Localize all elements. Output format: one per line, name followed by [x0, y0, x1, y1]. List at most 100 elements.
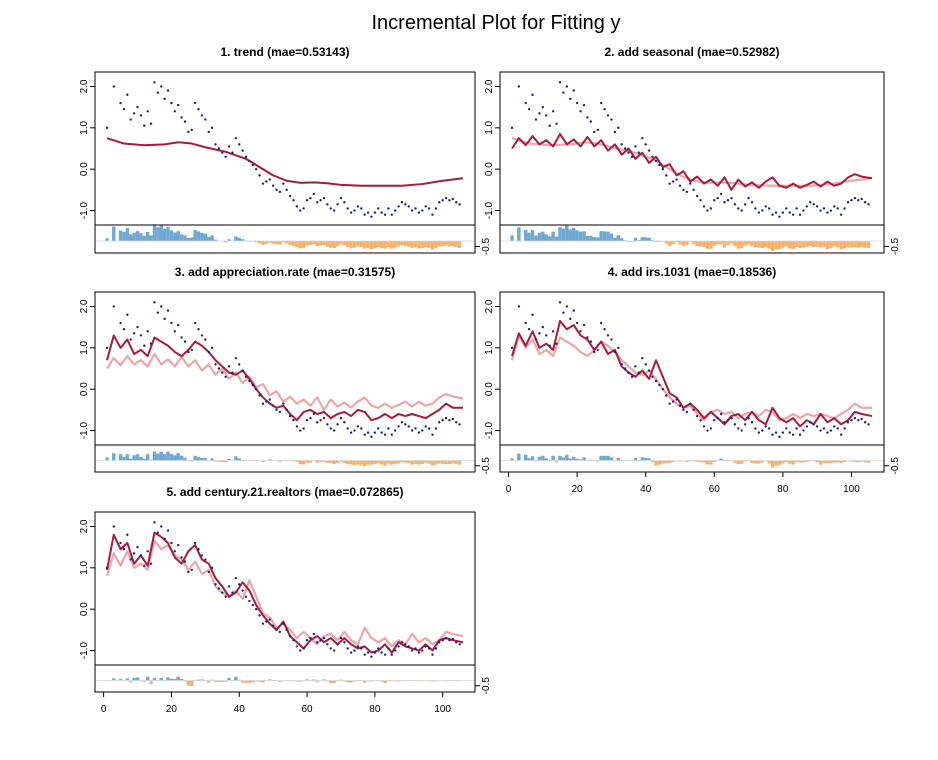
observed-point	[299, 429, 302, 432]
residual-bar	[125, 227, 130, 241]
observed-point	[400, 201, 404, 204]
observed-point	[647, 149, 651, 152]
observed-point	[160, 525, 163, 528]
residual-bar	[145, 676, 150, 681]
observed-point	[146, 550, 149, 553]
panel-title: 1. trend (mae=0.53143)	[220, 45, 349, 59]
observed-points	[510, 301, 870, 438]
residual-bar	[668, 460, 672, 464]
panel-4: 4. add irs.1031 (mae=0.18536) -1.0 0.0 1.0 2…	[484, 265, 901, 495]
residual-bar	[386, 460, 391, 464]
observed-point	[146, 330, 149, 333]
residual-bar	[757, 460, 761, 464]
observed-point	[139, 334, 143, 337]
residual-bar	[527, 458, 531, 461]
residual-bar	[856, 241, 860, 248]
residual-bar	[544, 234, 548, 241]
residual-bar	[633, 237, 638, 241]
observed-point	[833, 425, 836, 428]
residual-bar	[440, 460, 445, 464]
observed-points	[105, 521, 461, 658]
residual-bar	[712, 241, 716, 246]
residual-bar	[681, 241, 686, 246]
observed-point	[377, 427, 380, 430]
observed-point	[699, 418, 702, 422]
residual-bar	[183, 457, 187, 461]
observed-point	[798, 433, 802, 436]
residual-bar	[274, 241, 279, 245]
residual-bar	[159, 225, 163, 241]
observed-point	[410, 649, 414, 652]
residual-bar	[356, 241, 360, 247]
observed-point	[126, 313, 129, 316]
residual-bar	[196, 231, 201, 241]
residual-bar	[698, 460, 703, 463]
residual-bar	[630, 241, 634, 242]
residual-bar	[451, 460, 455, 464]
residual-bar	[578, 231, 583, 241]
observed-point	[623, 367, 627, 370]
residual-bar	[379, 680, 384, 682]
observed-point	[586, 336, 589, 339]
previous-fit-line	[510, 334, 872, 422]
observed-point	[441, 198, 444, 202]
observed-point	[427, 207, 431, 210]
residual-bar	[349, 241, 353, 249]
observed-point	[458, 423, 461, 426]
observed-point	[210, 126, 214, 130]
observed-point	[224, 155, 227, 158]
observed-point	[322, 636, 326, 640]
observed-point	[702, 425, 706, 428]
residual-bar	[227, 239, 231, 241]
residual-bar	[179, 455, 184, 461]
observed-point	[685, 410, 689, 414]
residual-bar	[359, 241, 363, 248]
observed-point	[527, 328, 531, 331]
y-tick-label: -1.0	[79, 641, 90, 659]
residual-bar	[753, 241, 758, 248]
observed-point	[326, 203, 329, 206]
observed-point	[143, 344, 146, 347]
observed-point	[774, 211, 778, 214]
residual-bar	[190, 237, 194, 241]
residual-bar	[373, 241, 377, 249]
observed-point	[349, 651, 353, 654]
observed-point	[671, 180, 675, 183]
residual-bar	[832, 460, 836, 463]
residual-bar	[575, 458, 579, 461]
observed-point	[548, 124, 551, 127]
observed-point	[846, 201, 850, 204]
residual-bar	[698, 241, 703, 247]
observed-point	[458, 203, 461, 206]
residual-bar	[325, 680, 330, 682]
residual-bar	[575, 230, 579, 241]
observed-point	[295, 425, 299, 428]
residual-bar	[788, 460, 792, 464]
y-tick-label: 2.0	[484, 299, 495, 313]
residual-bar	[169, 230, 174, 241]
residual-bar	[829, 241, 833, 249]
observed-point	[387, 647, 390, 650]
residual-bar	[223, 460, 228, 463]
observed-point	[723, 421, 726, 424]
observed-point	[606, 114, 610, 117]
residual-bar	[339, 241, 343, 245]
observed-point	[234, 136, 238, 140]
observed-point	[747, 196, 750, 200]
residual-bar	[853, 241, 857, 248]
observed-point	[455, 641, 458, 644]
observed-point	[534, 338, 538, 341]
observed-point	[778, 435, 781, 438]
residual-bar	[362, 460, 367, 467]
observed-point	[839, 213, 843, 216]
observed-point	[122, 328, 126, 331]
y-tick-label: 1.0	[79, 120, 90, 134]
residual-bar	[808, 241, 812, 247]
residual-bar	[332, 680, 336, 683]
observed-point	[750, 421, 754, 424]
observed-point	[153, 521, 156, 524]
residual-bar	[750, 460, 754, 464]
residual-bar	[770, 460, 775, 468]
observed-point	[271, 184, 275, 187]
residual-bar	[565, 225, 569, 241]
